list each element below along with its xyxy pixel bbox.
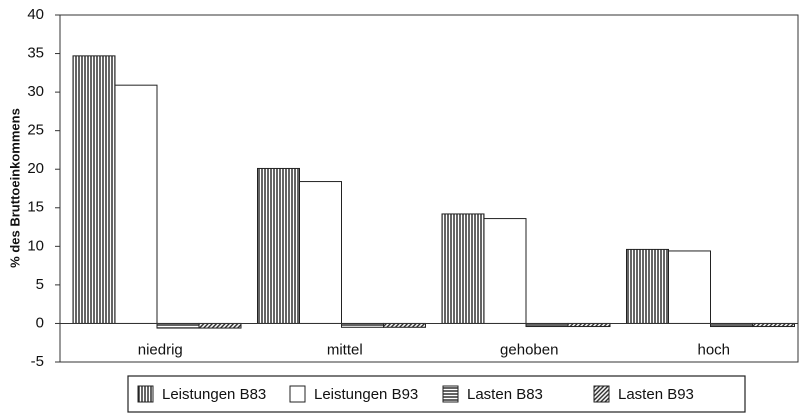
y-tick-label: 20: [27, 160, 44, 177]
bar: [156, 322, 200, 329]
legend-swatch: [137, 385, 154, 403]
y-axis-title: % des Bruttoeinkommens: [7, 108, 22, 268]
bar: [114, 84, 158, 324]
y-tick-label: 35: [27, 45, 44, 62]
legend-label: Lasten B83: [467, 386, 543, 403]
bar: [626, 248, 669, 324]
legend-frame: [127, 375, 746, 413]
y-tick-label: 5: [36, 276, 44, 293]
y-tick-label: 30: [27, 83, 44, 100]
y-tick-label: 0: [36, 314, 44, 331]
plot-frame: [59, 14, 799, 363]
y-tick-label: 40: [27, 6, 44, 23]
x-tick-label: niedrig: [138, 341, 183, 358]
bar: [72, 55, 116, 324]
legend-swatch: [442, 385, 459, 403]
y-tick-label: -5: [31, 353, 44, 370]
legend-swatch: [289, 385, 306, 403]
legend-label: Leistungen B83: [162, 386, 266, 403]
x-tick-label: hoch: [697, 341, 730, 358]
legend-label: Leistungen B93: [314, 386, 418, 403]
bar: [198, 322, 242, 329]
bar: [341, 322, 384, 328]
bar: [383, 322, 426, 328]
x-tick-label: gehoben: [500, 341, 558, 358]
bar: [483, 218, 527, 324]
legend-swatch: [593, 385, 610, 403]
bar: [441, 213, 485, 324]
x-tick-label: mittel: [327, 341, 363, 358]
bar: [668, 250, 711, 324]
y-tick-label: 15: [27, 199, 44, 216]
y-tick-label: 25: [27, 122, 44, 139]
bar: [299, 181, 342, 324]
legend-label: Lasten B93: [618, 386, 694, 403]
y-tick-label: 10: [27, 237, 44, 254]
bar: [257, 167, 300, 324]
